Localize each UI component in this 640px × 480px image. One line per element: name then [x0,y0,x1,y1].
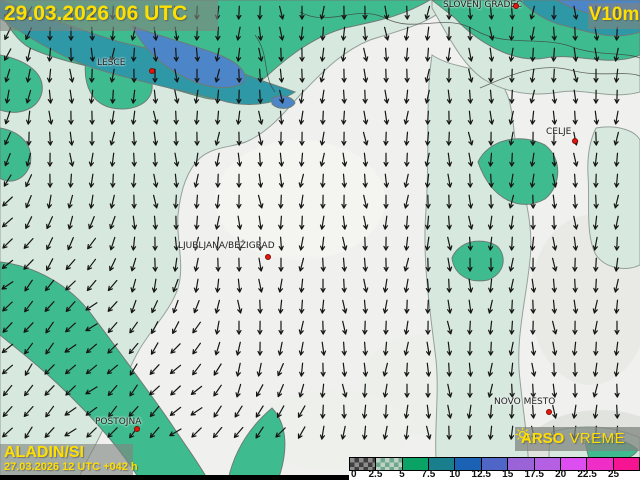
legend-cell [376,458,403,470]
legend-tick: 20 [555,469,567,480]
wind-speed-legend: 0 2.5 5 7.5 10 12.5 15 17.5 20 22.5 25 [349,457,640,480]
legend-color-cells [349,457,640,471]
product-name: VREME [569,430,626,448]
run-datetime-label: 29.03.2026 06 UTC [4,2,188,25]
place-label: LJUBLJANA/BEŽIGRAD [178,241,275,251]
station-dot-icon [546,409,552,415]
contour-lines [254,11,640,93]
legend-cell [508,458,535,470]
legend-cell [350,458,377,470]
place-label: POSTOJNA [95,417,142,427]
legend-tick: 22.5 [577,469,597,480]
legend-tick: 10 [449,469,461,480]
place-label: CELJE [546,127,572,137]
legend-tick: 25 [607,469,620,480]
model-name-label: ALADIN/SI [4,444,84,461]
station-dot-icon [513,3,519,9]
legend-cell [534,458,561,470]
place-label: LESCE [97,58,126,68]
legend-tick: 15 [502,469,514,480]
legend-cell [455,458,482,470]
field-label: V10m [588,4,640,25]
place-label: SLOVENJ GRADEC [443,0,523,10]
field-box: V10m [588,3,640,29]
legend-cell [481,458,509,470]
legend-cell [560,458,588,470]
legend-tick-labels: 0 2.5 5 7.5 10 12.5 15 17.5 20 22.5 25 [349,469,640,480]
agency-name: ARSO [521,430,565,448]
station-dot-icon [134,426,140,432]
legend-tick: 12.5 [471,469,491,480]
run-datetime-box: 29.03.2026 06 UTC [0,0,218,31]
legend-tick: 7.5 [421,469,436,480]
place-label: NOVO MESTO [494,397,556,407]
station-dot-icon [149,68,155,74]
legend-cell [402,458,430,470]
sun-icon [515,427,530,442]
valid-datetime-label: 27.03.2026 12 UTC +042 h [4,460,138,473]
legend-cell [587,458,614,470]
model-box: ALADIN/SI 27.03.2026 12 UTC +042 h [0,444,138,477]
legend-cell [429,458,456,470]
agency-logo: ARSO VREME [515,427,640,451]
bottom-bar [0,475,349,480]
station-dot-icon [572,138,578,144]
station-dot-icon [265,254,271,260]
legend-tick: 0 [351,469,357,480]
legend-tick: 2.5 [368,469,383,480]
legend-cell [613,458,639,470]
legend-tick: 5 [399,469,405,480]
legend-tick: 17.5 [524,469,544,480]
